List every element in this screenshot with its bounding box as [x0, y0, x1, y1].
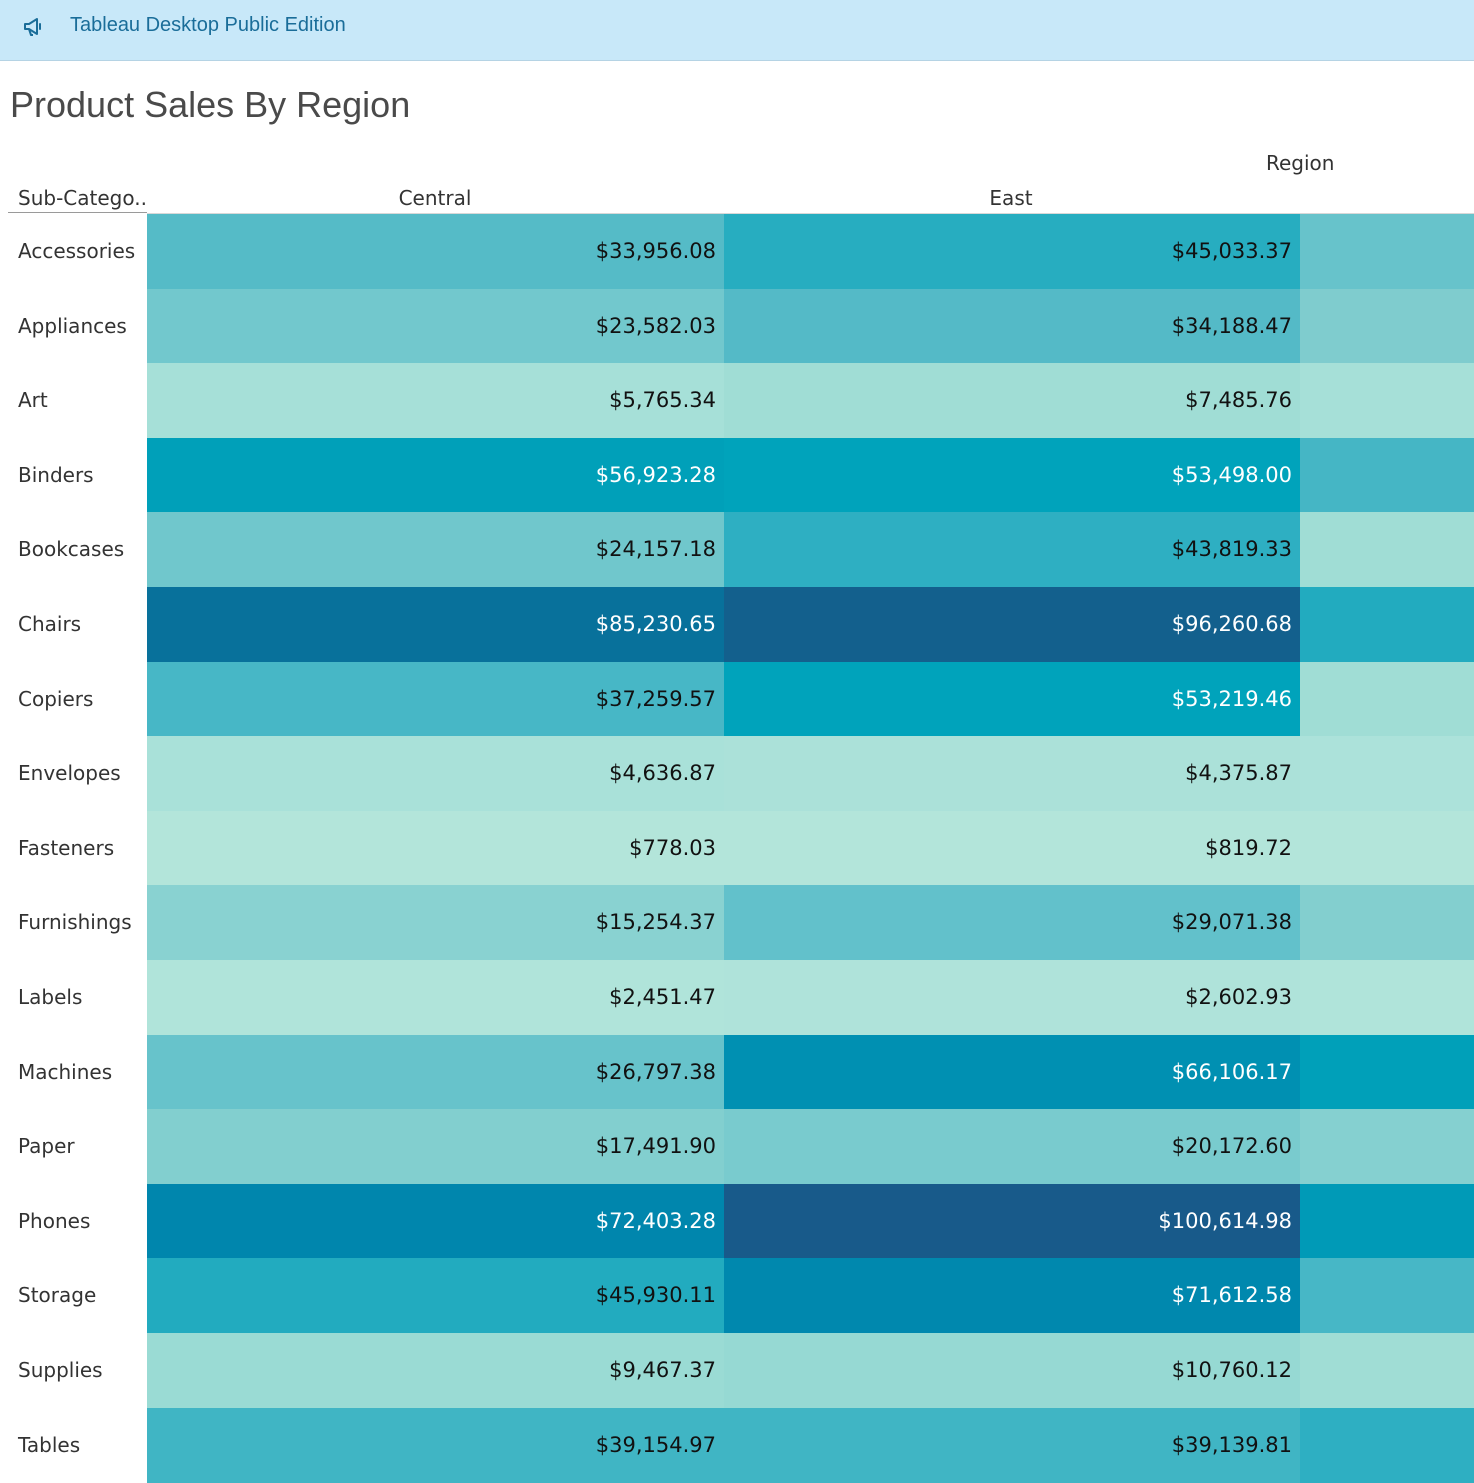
megaphone-icon[interactable] [22, 15, 46, 39]
row-label[interactable]: Bookcases [18, 537, 125, 562]
row-label[interactable]: Supplies [18, 1358, 103, 1382]
table-row: Phones $72,403.28 $100,614.98 [0, 1183, 1474, 1259]
row-label[interactable]: Labels [18, 985, 83, 1009]
row-label[interactable]: Appliances [18, 313, 127, 338]
cell-central[interactable]: $17,491.90 [147, 1109, 724, 1185]
cell-partial-next-region[interactable] [1300, 810, 1474, 886]
cell-partial-next-region[interactable] [1300, 1407, 1474, 1483]
cell-central[interactable]: $23,582.03 [147, 288, 724, 364]
column-header-east[interactable]: East [989, 186, 1033, 210]
cell-partial-next-region[interactable] [1300, 1034, 1474, 1110]
cell-partial-next-region[interactable] [1300, 1258, 1474, 1334]
row-label[interactable]: Envelopes [18, 761, 121, 786]
cell-central[interactable]: $56,923.28 [147, 437, 724, 513]
row-label[interactable]: Chairs [18, 612, 82, 636]
cell-central[interactable]: $33,956.08 [147, 214, 724, 289]
cell-east[interactable]: $39,139.81 [724, 1407, 1300, 1483]
cell-central[interactable]: $26,797.38 [147, 1034, 724, 1110]
cell-east[interactable]: $71,612.58 [724, 1258, 1300, 1334]
cell-central[interactable]: $5,765.34 [147, 363, 724, 439]
cell-east[interactable]: $53,219.46 [724, 661, 1300, 737]
table-row: Envelopes $4,636.87 $4,375.87 [0, 736, 1474, 812]
cell-central[interactable]: $24,157.18 [147, 512, 724, 588]
cell-central[interactable]: $778.03 [147, 810, 724, 886]
table-row: Binders $56,923.28 $53,498.00 [0, 437, 1474, 513]
row-label[interactable]: Fasteners [18, 835, 115, 860]
cell-east[interactable]: $34,188.47 [724, 288, 1300, 364]
table-row: Paper $17,491.90 $20,172.60 [0, 1109, 1474, 1185]
header-divider [147, 213, 1474, 214]
cell-east[interactable]: $43,819.33 [724, 512, 1300, 588]
table-row: Furnishings $15,254.37 $29,071.38 [0, 885, 1474, 961]
row-label[interactable]: Storage [18, 1283, 97, 1308]
cell-east[interactable]: $20,172.60 [724, 1109, 1300, 1185]
cell-central[interactable]: $37,259.57 [147, 661, 724, 737]
table-row: Appliances $23,582.03 $34,188.47 [0, 288, 1474, 364]
cell-partial-next-region[interactable] [1300, 214, 1474, 289]
cell-east[interactable]: $53,498.00 [724, 437, 1300, 513]
cell-east[interactable]: $66,106.17 [724, 1034, 1300, 1110]
row-label[interactable]: Phones [18, 1208, 91, 1233]
table-row: Tables $39,154.97 $39,139.81 [0, 1407, 1474, 1483]
cell-east[interactable]: $100,614.98 [724, 1183, 1300, 1259]
cell-partial-next-region[interactable] [1300, 960, 1474, 1035]
row-label[interactable]: Furnishings [18, 910, 132, 935]
cell-partial-next-region[interactable] [1300, 587, 1474, 662]
cell-east[interactable]: $7,485.76 [724, 363, 1300, 439]
cell-central[interactable]: $4,636.87 [147, 736, 724, 812]
cell-east[interactable]: $4,375.87 [724, 736, 1300, 812]
cell-partial-next-region[interactable] [1300, 736, 1474, 812]
cell-partial-next-region[interactable] [1300, 437, 1474, 513]
page-title: Product Sales By Region [10, 84, 411, 125]
row-label[interactable]: Copiers [18, 686, 94, 711]
row-label[interactable]: Machines [18, 1059, 113, 1084]
table-row: Accessories $33,956.08 $45,033.37 [0, 214, 1474, 289]
cell-east[interactable]: $29,071.38 [724, 885, 1300, 961]
cell-central[interactable]: $2,451.47 [147, 960, 724, 1035]
row-label[interactable]: Accessories [18, 239, 136, 263]
row-label[interactable]: Binders [18, 462, 94, 487]
table-row: Art $5,765.34 $7,485.76 [0, 363, 1474, 439]
table-row: Labels $2,451.47 $2,602.93 [0, 960, 1474, 1035]
cell-east[interactable]: $96,260.68 [724, 587, 1300, 662]
row-label[interactable]: Tables [18, 1432, 81, 1457]
cell-east[interactable]: $45,033.37 [724, 214, 1300, 289]
cell-partial-next-region[interactable] [1300, 885, 1474, 961]
cell-central[interactable]: $85,230.65 [147, 587, 724, 662]
region-column-group-header[interactable]: Region [1266, 151, 1335, 175]
table-row: Copiers $37,259.57 $53,219.46 [0, 661, 1474, 737]
cell-partial-next-region[interactable] [1300, 363, 1474, 439]
table-row: Storage $45,930.11 $71,612.58 [0, 1258, 1474, 1334]
cell-east[interactable]: $2,602.93 [724, 960, 1300, 1035]
cell-partial-next-region[interactable] [1300, 512, 1474, 588]
cell-partial-next-region[interactable] [1300, 288, 1474, 364]
top-banner: Tableau Desktop Public Edition [0, 0, 1474, 61]
cell-east[interactable]: $819.72 [724, 810, 1300, 886]
table-row: Supplies $9,467.37 $10,760.12 [0, 1333, 1474, 1408]
cell-central[interactable]: $45,930.11 [147, 1258, 724, 1334]
column-header-central[interactable]: Central [398, 186, 472, 210]
table-row: Chairs $85,230.65 $96,260.68 [0, 587, 1474, 662]
cell-partial-next-region[interactable] [1300, 1109, 1474, 1185]
row-label[interactable]: Paper [18, 1134, 75, 1159]
cell-partial-next-region[interactable] [1300, 1333, 1474, 1408]
table-row: Bookcases $24,157.18 $43,819.33 [0, 512, 1474, 588]
app-name: Tableau Desktop Public Edition [70, 14, 346, 36]
table-row: Machines $26,797.38 $66,106.17 [0, 1034, 1474, 1110]
sub-category-row-header[interactable]: Sub-Catego.. [18, 186, 147, 210]
cell-central[interactable]: $9,467.37 [147, 1333, 724, 1408]
cell-central[interactable]: $15,254.37 [147, 885, 724, 961]
table-row: Fasteners $778.03 $819.72 [0, 810, 1474, 886]
row-label[interactable]: Art [18, 388, 48, 413]
cell-central[interactable]: $39,154.97 [147, 1407, 724, 1483]
cell-partial-next-region[interactable] [1300, 661, 1474, 737]
cell-partial-next-region[interactable] [1300, 1183, 1474, 1259]
header-divider [8, 212, 147, 213]
cell-east[interactable]: $10,760.12 [724, 1333, 1300, 1408]
cell-central[interactable]: $72,403.28 [147, 1183, 724, 1259]
